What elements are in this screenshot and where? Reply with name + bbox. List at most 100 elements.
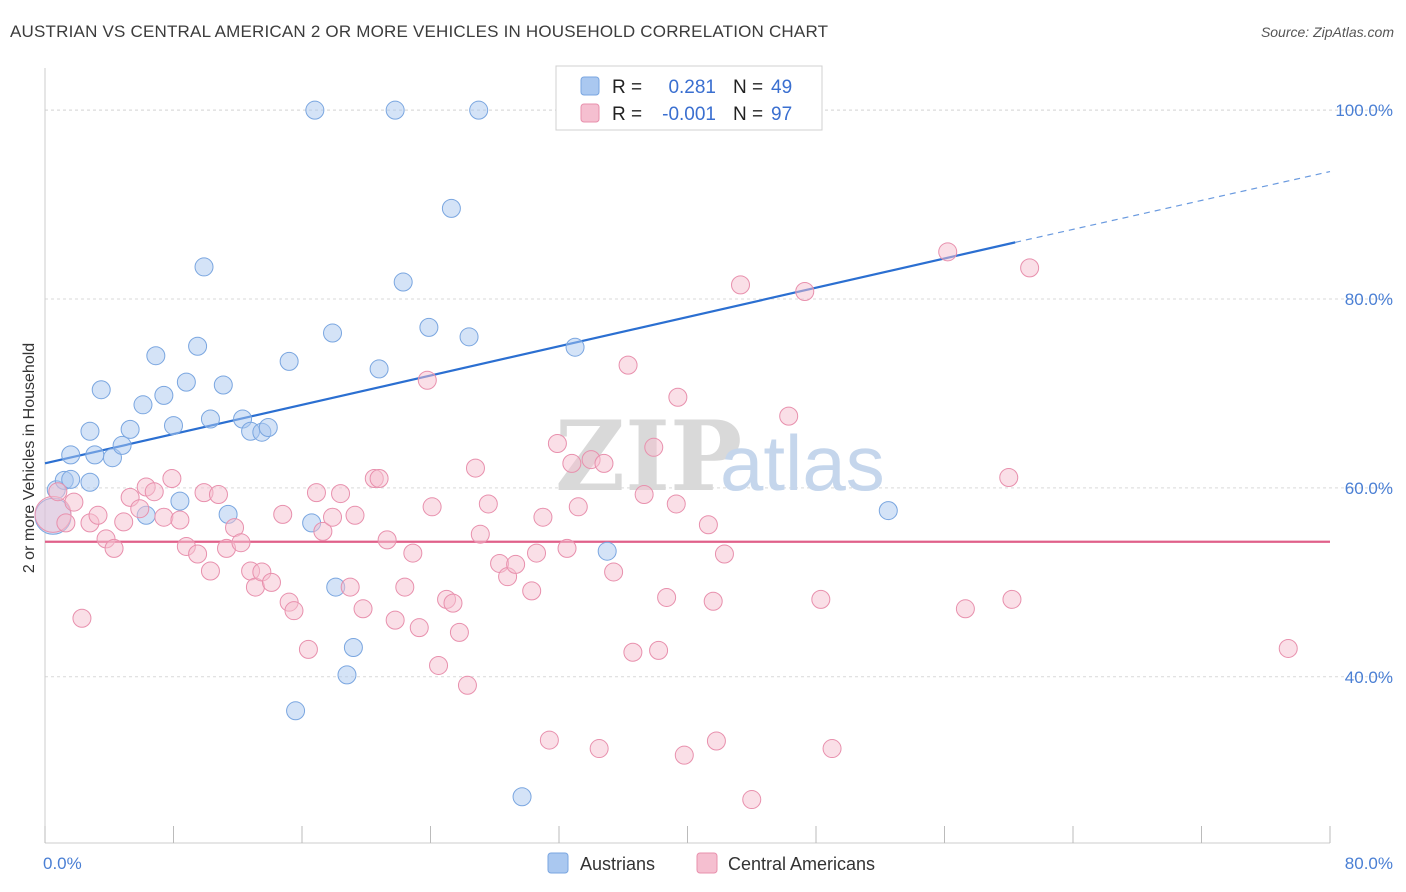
y-tick-label: 100.0% <box>1335 101 1393 120</box>
legend-n-value-central-americans: 97 <box>771 104 792 125</box>
central-americans-point <box>369 468 389 488</box>
axes <box>44 68 1331 844</box>
central-americans-point <box>822 739 842 759</box>
central-americans-point <box>568 497 588 517</box>
central-americans-point <box>273 504 293 524</box>
central-americans-point <box>674 745 694 765</box>
central-americans-point <box>72 608 92 628</box>
source-label: Source: ZipAtlas.com <box>1260 24 1394 40</box>
central-americans-point <box>403 543 423 563</box>
central-americans-point <box>527 543 547 563</box>
austrians-point <box>393 272 413 292</box>
y-tick-label: 60.0% <box>1345 479 1393 498</box>
central-americans-point <box>666 494 686 514</box>
legend-box <box>555 65 823 131</box>
austrians-point <box>459 327 479 347</box>
central-americans-point <box>594 453 614 473</box>
chart-title: AUSTRIAN VS CENTRAL AMERICAN 2 OR MORE V… <box>10 22 829 41</box>
central-americans-point <box>533 507 553 527</box>
watermark-atlas: atlas <box>720 419 885 507</box>
austrians-point <box>597 541 617 561</box>
central-americans-point <box>955 599 975 619</box>
central-americans-point <box>779 406 799 426</box>
central-americans-point <box>557 538 577 558</box>
central-americans-point <box>114 512 134 532</box>
austrians-point <box>194 257 214 277</box>
austrians-point <box>213 375 233 395</box>
legend-n-label-austrians: N = <box>733 77 763 98</box>
austrians-point <box>305 100 325 120</box>
central-americans-point <box>706 731 726 751</box>
austrians-point <box>512 787 532 807</box>
legend-r-value-central-americans: -0.001 <box>662 104 716 125</box>
bottom-legend-swatch-central-americans <box>696 852 718 874</box>
austrians-point <box>80 421 100 441</box>
central-americans-point <box>200 561 220 581</box>
austrians-point <box>61 445 81 465</box>
central-americans-point <box>589 739 609 759</box>
central-americans-point <box>331 484 351 504</box>
central-americans-point <box>506 554 526 574</box>
austrians-point <box>146 346 166 366</box>
austrians-point <box>343 638 363 658</box>
central-americans-point <box>395 577 415 597</box>
central-americans-point <box>64 492 84 512</box>
central-americans-point <box>668 387 688 407</box>
central-americans-point <box>714 544 734 564</box>
austrians-point <box>369 359 389 379</box>
central-americans-point <box>353 599 373 619</box>
legend-r-label-austrians: R = <box>612 77 642 98</box>
central-americans-point <box>742 790 762 810</box>
austrians-point <box>441 198 461 218</box>
central-americans-point <box>465 458 485 478</box>
austrians-point <box>258 417 278 437</box>
x-tick-label: 80.0% <box>1345 854 1393 873</box>
central-americans-point <box>170 510 190 530</box>
central-americans-point <box>470 524 490 544</box>
austrians-point <box>279 351 299 371</box>
central-americans-point <box>731 275 751 295</box>
central-americans-point <box>1002 589 1022 609</box>
austrians-point <box>154 385 174 405</box>
central-americans-point <box>522 581 542 601</box>
x-tick-label: 0.0% <box>43 854 82 873</box>
central-americans-point <box>208 485 228 505</box>
central-americans-point <box>657 587 677 607</box>
central-americans-point <box>457 675 477 695</box>
y-tick-label: 40.0% <box>1345 668 1393 687</box>
legend: R = 0.281 N = 49 R = -0.001 N = 97 <box>555 65 823 131</box>
legend-swatch-austrians <box>580 76 600 96</box>
y-tick-label: 80.0% <box>1345 290 1393 309</box>
central-americans-point <box>429 655 449 675</box>
central-americans-point <box>604 562 624 582</box>
central-americans-point <box>1278 638 1298 658</box>
austrians-point <box>112 435 132 455</box>
austrians-point <box>286 701 306 721</box>
central-americans-point <box>547 434 567 454</box>
central-americans-point <box>999 468 1019 488</box>
central-americans-point <box>88 505 108 525</box>
central-americans-point <box>409 618 429 638</box>
austrians-point <box>164 416 183 436</box>
austrians-point <box>385 100 405 120</box>
y-axis-label: 2 or more Vehicles in Household <box>21 343 38 573</box>
austrians-point <box>323 323 343 343</box>
austrians-point <box>85 445 105 465</box>
central-americans-point <box>104 538 124 558</box>
central-americans-point <box>188 544 208 564</box>
central-americans-point <box>938 242 958 262</box>
data-points <box>34 100 1298 810</box>
central-americans-point <box>284 601 304 621</box>
central-americans-point <box>478 494 498 514</box>
austrians-point <box>170 491 190 511</box>
central-americans-point <box>634 485 654 505</box>
legend-r-value-austrians: 0.281 <box>668 77 716 98</box>
central-americans-point <box>144 482 164 502</box>
central-americans-point <box>306 483 326 503</box>
central-americans-point <box>644 437 664 457</box>
austrians-trend-extension <box>1015 170 1331 243</box>
central-americans-point <box>811 589 831 609</box>
austrians-point <box>337 665 357 685</box>
x-tick-labels: 0.0% 80.0% <box>43 854 1393 873</box>
